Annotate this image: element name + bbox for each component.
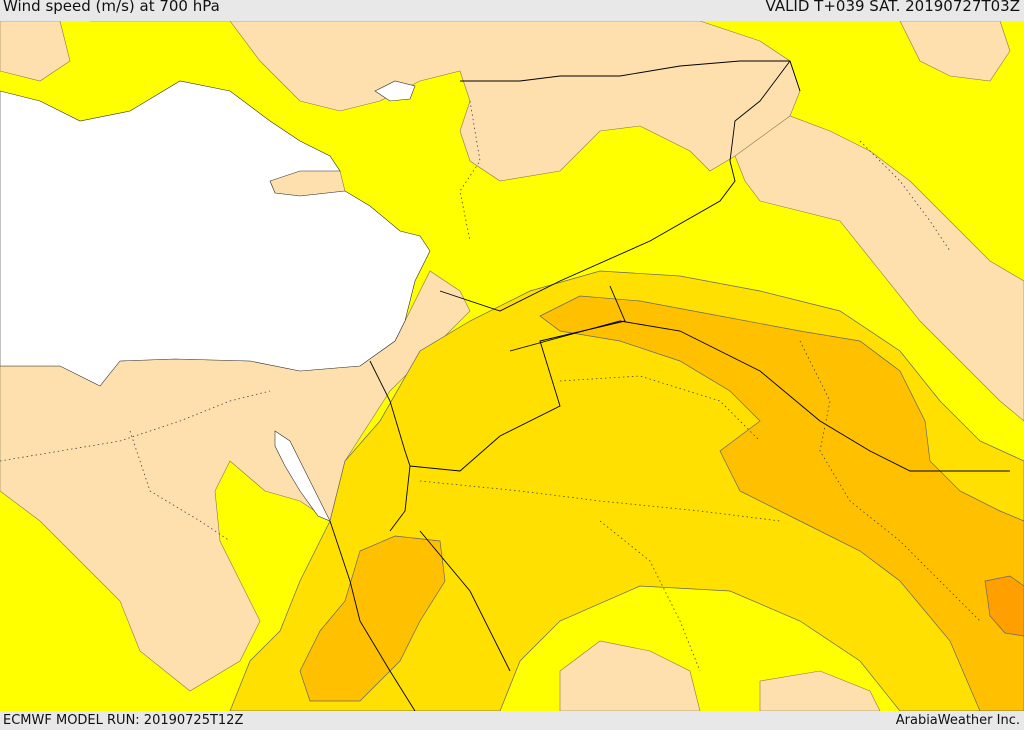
country-borders [329,60,1010,711]
mediterranean-sea [0,80,431,387]
red-sea [274,430,331,522]
credit: ArabiaWeather Inc. [895,713,1020,728]
low-wind-areas [0,21,1024,711]
sea-areas [0,80,431,522]
wind-band-orange [984,575,1024,637]
map-header: Wind speed (m/s) at 700 hPa VALID T+039 … [0,0,1024,21]
map-title: Wind speed (m/s) at 700 hPa [3,0,220,15]
lake-north [374,80,416,102]
wind-band-amber-south [299,535,446,702]
internal-borders [0,100,981,672]
wind-band-amber [539,295,1024,711]
map-footer: ECMWF MODEL RUN: 20190725T12Z ArabiaWeat… [0,711,1024,729]
wind-speed-map [0,21,1024,711]
valid-time: VALID T+039 SAT. 20190727T03Z [765,0,1020,15]
model-run: ECMWF MODEL RUN: 20190725T12Z [3,713,244,728]
